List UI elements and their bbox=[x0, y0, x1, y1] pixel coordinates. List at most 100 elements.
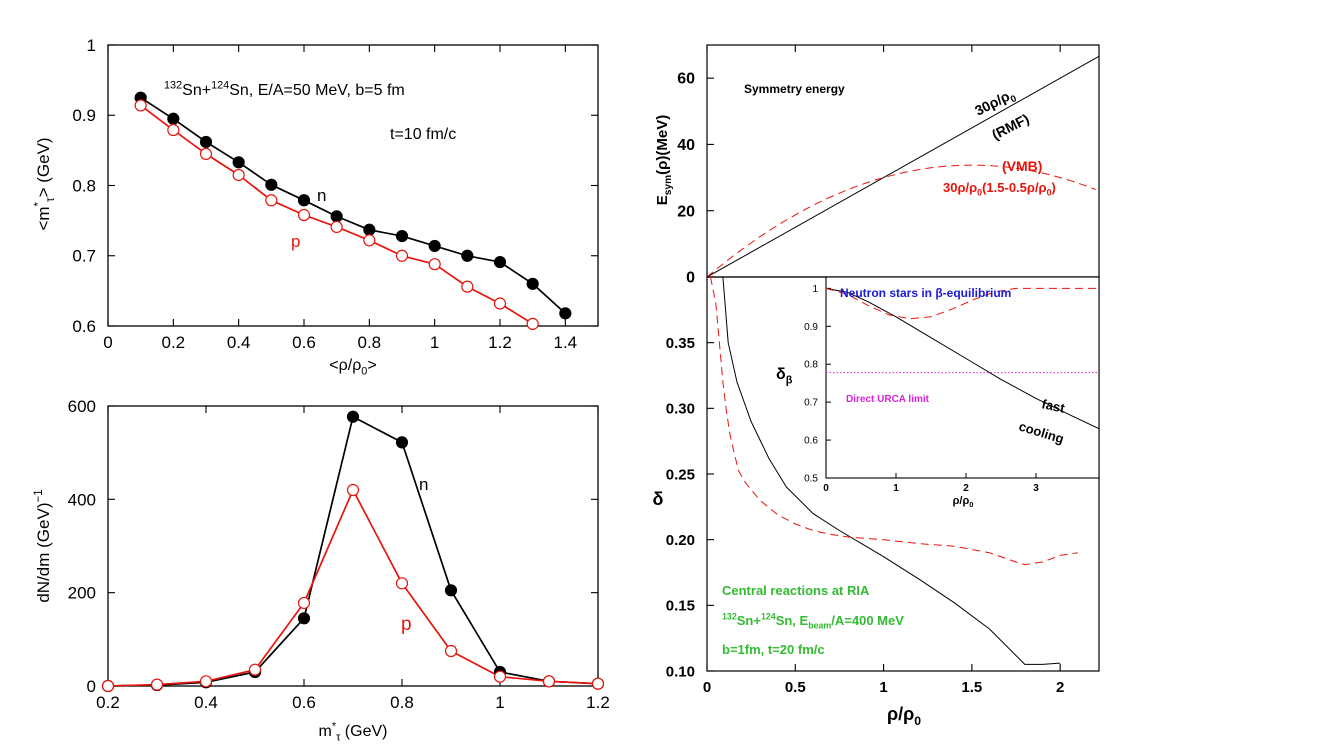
inset-plot-frame bbox=[825, 276, 1100, 479]
inset-x-axis-label: ρ/ρ0 bbox=[953, 495, 974, 509]
tl-point-n bbox=[265, 178, 278, 191]
br-x-tick-label: 0.5 bbox=[785, 679, 806, 696]
tr-line-vmb bbox=[707, 164, 1096, 277]
inset-line-rmf bbox=[826, 287, 1099, 430]
inset-line-vmb bbox=[826, 287, 1099, 320]
bl-point-p bbox=[150, 678, 164, 691]
tr-title-label: Symmetry energy bbox=[744, 82, 845, 96]
bl-line-n bbox=[107, 415, 599, 687]
inset-y-tick-label: 0.6 bbox=[804, 436, 818, 447]
tl-x-tick-label: 1.4 bbox=[554, 333, 578, 352]
tl-point-n bbox=[428, 239, 441, 253]
bl-x-tick-label: 0.6 bbox=[292, 693, 316, 712]
bl-point-n bbox=[346, 410, 360, 423]
bl-point-p bbox=[542, 675, 556, 688]
tl-x-axis-label: <ρ/ρ0> bbox=[329, 357, 376, 377]
br-x-tick-label: 0 bbox=[703, 679, 711, 696]
br-reaction-label: 132Sn+124Sn, Ebeam/A=400 MeV bbox=[722, 612, 904, 631]
br-y-tick-label: 0.35 bbox=[666, 335, 695, 352]
tr-line-rmf bbox=[707, 55, 1099, 277]
tr-vmb-label: (VMB) bbox=[1002, 158, 1042, 174]
tl-point-n bbox=[461, 249, 474, 262]
bl-x-tick-label: 0.8 bbox=[390, 693, 414, 712]
bl-point-p bbox=[101, 679, 115, 693]
tr-y-axis-label: Esym(ρ)(MeV) bbox=[654, 115, 674, 206]
bl-n-label: n bbox=[419, 475, 428, 494]
tl-p-label: p bbox=[291, 232, 300, 251]
bl-point-p bbox=[493, 670, 507, 683]
bl-line-p bbox=[107, 489, 599, 687]
bl-y-tick-label: 600 bbox=[68, 397, 96, 416]
tl-x-tick-label: 1.2 bbox=[488, 333, 512, 352]
bl-x-axis-label: m*τ (GeV) bbox=[319, 720, 388, 743]
tl-y-tick-label: 0.8 bbox=[72, 176, 96, 195]
tl-point-p bbox=[330, 220, 343, 234]
bl-point-p bbox=[346, 483, 360, 497]
bl-x-tick-label: 1 bbox=[495, 693, 504, 712]
tl-point-p bbox=[461, 280, 474, 293]
inset-y-tick-label: 0.8 bbox=[804, 360, 818, 371]
bl-point-p bbox=[199, 675, 213, 688]
tl-y-tick-label: 0.9 bbox=[72, 106, 96, 125]
tr-vmb-formula: 30ρ/ρ0(1.5-0.5ρ/ρ0) bbox=[943, 180, 1056, 198]
bl-x-tick-label: 0.2 bbox=[96, 693, 120, 712]
tl-point-n bbox=[363, 223, 376, 236]
tl-point-p bbox=[363, 234, 376, 247]
br-ria-label: Central reactions at RIA bbox=[722, 583, 870, 598]
bl-point-n bbox=[395, 436, 409, 449]
tl-y-axis-label: <m*τ> (GeV) bbox=[33, 137, 57, 230]
tl-point-n bbox=[330, 210, 343, 223]
tl-x-tick-label: 0.6 bbox=[292, 333, 316, 352]
tr-rmf-label: (RMF) bbox=[989, 110, 1032, 142]
tl-point-p bbox=[265, 194, 278, 207]
tl-point-n bbox=[199, 135, 213, 149]
tl-y-tick-label: 0.7 bbox=[72, 247, 96, 266]
br-x-tick-label: 1 bbox=[879, 679, 887, 696]
tr-y-tick-label: 60 bbox=[677, 71, 695, 88]
tl-y-tick-label: 0.6 bbox=[72, 317, 96, 336]
tl-x-tick-label: 0.4 bbox=[227, 333, 251, 352]
bl-y-tick-label: 0 bbox=[87, 677, 96, 696]
inset-y-tick-label: 1 bbox=[812, 284, 818, 295]
bl-x-tick-label: 0.4 bbox=[194, 693, 218, 712]
bl-p-label: p bbox=[401, 614, 412, 635]
br-line-vmb bbox=[710, 277, 1078, 566]
tl-point-p bbox=[232, 168, 245, 182]
tr-y-tick-label: 40 bbox=[677, 137, 695, 154]
tl-x-tick-label: 0.8 bbox=[358, 333, 382, 352]
br-y-axis-label: δ bbox=[653, 489, 664, 509]
bl-y-axis-label: dN/dm (GeV)−1 bbox=[33, 489, 53, 602]
br-x-axis-label: ρ/ρ0 bbox=[887, 704, 921, 728]
br-x-tick-label: 1.5 bbox=[961, 679, 982, 696]
tl-point-n bbox=[493, 255, 507, 269]
inset-y-tick-label: 0.5 bbox=[804, 474, 818, 485]
tl-time-label: t=10 fm/c bbox=[390, 126, 456, 143]
bl-point-p bbox=[444, 644, 458, 658]
inset-urca-label: Direct URCA limit bbox=[846, 394, 930, 405]
tl-point-n bbox=[526, 277, 539, 290]
bl-point-n bbox=[444, 584, 458, 597]
bl-plot-frame bbox=[107, 405, 599, 687]
tl-x-tick-label: 0 bbox=[103, 333, 112, 352]
br-y-tick-label: 0.10 bbox=[666, 663, 695, 680]
inset-x-tick-label: 3 bbox=[1033, 483, 1039, 494]
tl-point-p bbox=[526, 317, 539, 330]
tl-point-p bbox=[297, 208, 311, 222]
tl-point-p bbox=[428, 258, 441, 271]
tl-line-n bbox=[140, 96, 566, 315]
inset-y-axis-label: δβ bbox=[776, 366, 793, 386]
tl-point-p bbox=[167, 123, 180, 137]
tl-point-n bbox=[395, 229, 409, 243]
tl-point-n bbox=[232, 156, 245, 169]
inset-title-label: Neutron stars in β-equilibrium bbox=[840, 286, 1011, 300]
bl-point-p bbox=[297, 596, 311, 610]
tl-point-p bbox=[199, 147, 213, 160]
bl-x-tick-label: 1.2 bbox=[586, 693, 610, 712]
br-y-tick-label: 0.25 bbox=[666, 466, 695, 483]
bl-y-tick-label: 400 bbox=[68, 490, 96, 509]
bl-point-p bbox=[248, 663, 262, 676]
br-y-tick-label: 0.15 bbox=[666, 598, 695, 615]
tl-point-n bbox=[559, 307, 572, 320]
bl-point-p bbox=[591, 677, 605, 690]
